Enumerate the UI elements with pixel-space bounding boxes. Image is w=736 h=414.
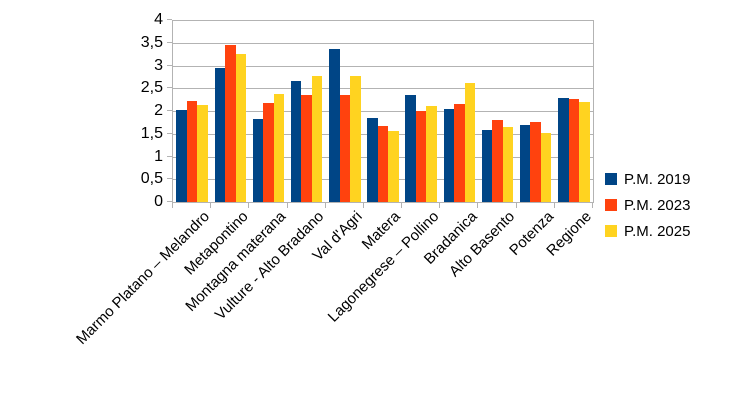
- bar: [377, 126, 389, 202]
- y-axis-label: 3,5: [140, 33, 163, 51]
- bar: [540, 132, 552, 202]
- bar: [339, 95, 351, 202]
- y-axis-label: 1,5: [140, 124, 163, 142]
- bar: [405, 95, 416, 202]
- bar: [568, 99, 580, 202]
- gridline: [173, 42, 593, 44]
- x-axis-tick: [515, 203, 517, 208]
- y-axis-label: 1: [154, 147, 163, 165]
- plot-area: [172, 20, 594, 203]
- y-axis-tick: [167, 132, 172, 134]
- x-axis-tick: [401, 203, 403, 208]
- y-axis-tick: [167, 201, 172, 202]
- gridline: [173, 20, 593, 21]
- y-axis-tick: [167, 178, 172, 180]
- legend-item: P.M. 2025: [605, 218, 690, 244]
- bar: [415, 111, 427, 202]
- bar: [290, 80, 302, 202]
- x-axis-tick: [439, 203, 441, 208]
- bar: [481, 130, 493, 202]
- bar: [388, 130, 399, 202]
- bar: [329, 48, 340, 202]
- bar: [464, 82, 476, 202]
- legend-label: P.M. 2023: [624, 196, 691, 214]
- x-axis-tick: [592, 203, 593, 208]
- legend-label: P.M. 2019: [624, 170, 691, 188]
- legend-label: P.M. 2025: [624, 222, 691, 240]
- bar: [197, 104, 208, 202]
- x-axis-tick: [477, 203, 479, 208]
- x-axis-tick: [553, 203, 555, 208]
- legend: P.M. 2019 P.M. 2023 P.M. 2025: [605, 166, 690, 244]
- legend-swatch: [605, 225, 617, 237]
- y-axis-label: 0: [154, 193, 163, 210]
- y-axis-label: 3: [154, 56, 163, 74]
- bar: [235, 54, 247, 202]
- y-axis-label: 2,5: [140, 79, 163, 97]
- bar: [225, 45, 236, 202]
- y-axis-label: 0,5: [140, 170, 163, 188]
- legend-item: P.M. 2019: [605, 166, 690, 192]
- bar: [350, 75, 361, 202]
- bar: [263, 102, 274, 202]
- y-axis-tick: [167, 64, 172, 66]
- gridline: [173, 65, 593, 67]
- bar: [519, 125, 531, 202]
- bar: [273, 93, 285, 202]
- y-axis-tick: [167, 110, 172, 111]
- bar: [301, 95, 312, 202]
- bar: [579, 102, 590, 202]
- x-axis-tick: [210, 203, 212, 208]
- x-axis-tick: [172, 203, 173, 208]
- bar: [252, 118, 264, 202]
- y-axis-tick: [167, 87, 172, 89]
- x-axis-tick: [248, 203, 250, 208]
- bar: [214, 68, 226, 202]
- bar: [530, 121, 541, 202]
- y-axis-tick: [167, 155, 172, 157]
- bar: [558, 97, 569, 202]
- x-axis-tick: [362, 203, 364, 208]
- bar: [443, 108, 455, 202]
- gridline: [173, 88, 593, 90]
- gridline: [173, 111, 593, 112]
- y-axis-label: 2: [154, 102, 163, 119]
- x-axis-tick: [286, 203, 288, 208]
- bar: [367, 118, 378, 202]
- legend-swatch: [605, 173, 617, 185]
- bar: [311, 75, 323, 202]
- y-axis-label: 4: [154, 11, 163, 28]
- bar: [186, 101, 198, 202]
- x-axis-tick: [324, 203, 326, 208]
- bar: [176, 110, 187, 202]
- y-axis-tick: [167, 19, 172, 20]
- bar: [502, 126, 514, 202]
- bar: [454, 103, 465, 202]
- legend-item: P.M. 2023: [605, 192, 690, 218]
- legend-swatch: [605, 199, 617, 211]
- bar: [426, 106, 437, 202]
- y-axis-tick: [167, 41, 172, 43]
- bar: [492, 120, 503, 202]
